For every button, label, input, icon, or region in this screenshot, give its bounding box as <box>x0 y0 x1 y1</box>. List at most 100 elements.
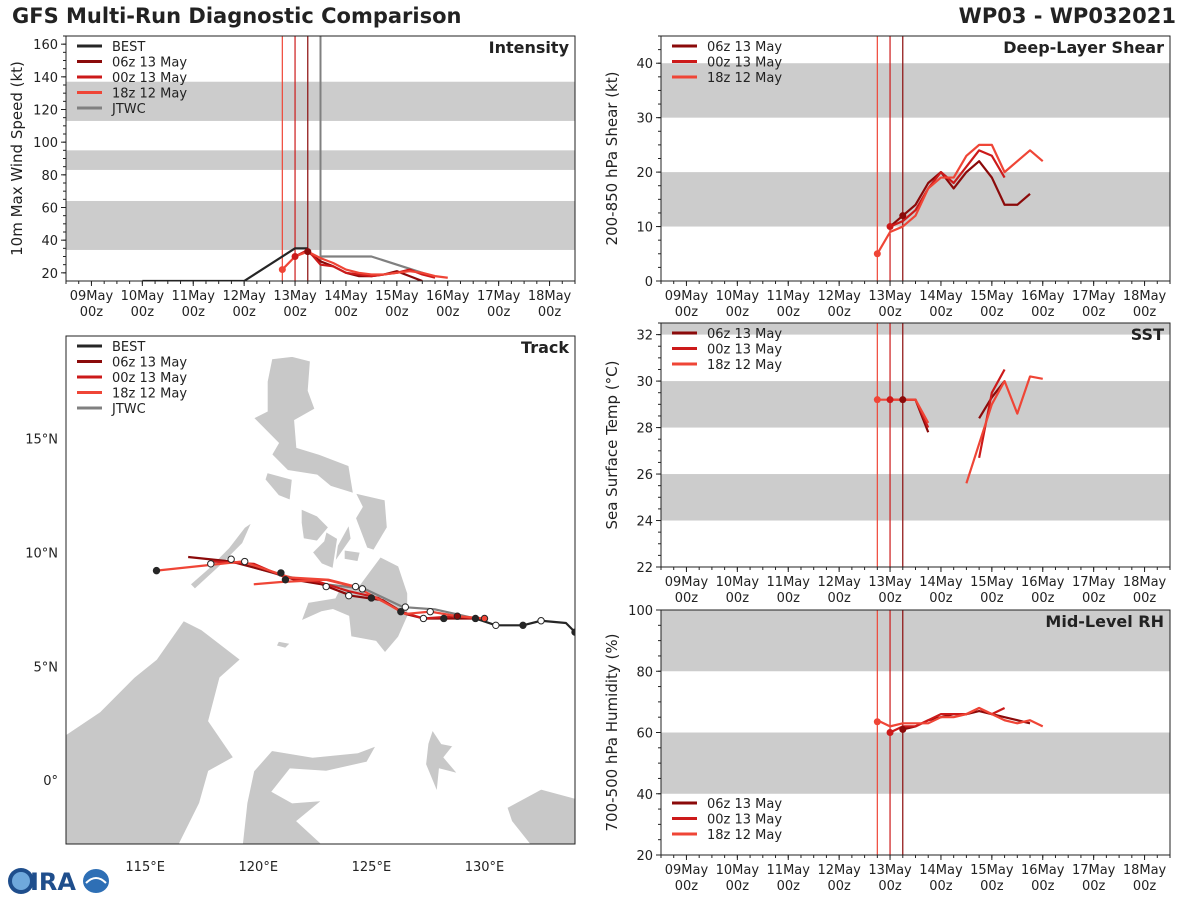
shear-init-marker <box>886 223 894 231</box>
panay-land <box>300 508 329 542</box>
sst-xtick-day: 13May <box>868 575 912 590</box>
sst-series-line <box>978 368 1006 458</box>
intensity-xtick-hour: 00z <box>182 305 206 320</box>
intensity-ytick-label: 100 <box>33 136 58 151</box>
intensity-xtick-day: 10May <box>121 289 165 304</box>
rh-ytick-label: 80 <box>636 665 653 680</box>
intensity-ytick-label: 40 <box>41 234 58 249</box>
shear-xtick-day: 12May <box>817 289 861 304</box>
shear-xtick-hour: 00z <box>777 305 801 320</box>
track-point <box>480 614 489 623</box>
sst-xtick-day: 12May <box>817 575 861 590</box>
sst-ytick-label: 26 <box>636 468 653 483</box>
shear-xtick-day: 17May <box>1072 289 1116 304</box>
sst-xtick-hour: 00z <box>726 591 750 606</box>
shear-ytick-label: 40 <box>636 57 653 72</box>
cebu-land <box>334 523 352 562</box>
shear-xtick-day: 15May <box>970 289 1014 304</box>
intensity-init-marker <box>291 253 299 260</box>
intensity-plot-area <box>66 36 575 281</box>
track-point <box>537 617 545 625</box>
rh-series-line <box>876 706 1044 728</box>
intensity-legend-label: JTWC <box>111 102 146 117</box>
bohol-land <box>343 549 361 562</box>
sst-xtick-hour: 00z <box>675 591 699 606</box>
shear-xtick-day: 09May <box>665 289 709 304</box>
track-point <box>322 582 330 591</box>
borneo-land <box>66 620 241 844</box>
track-xtick-label: 125°E <box>352 860 392 875</box>
track-point <box>281 576 290 584</box>
sst-xtick-day: 14May <box>919 575 963 590</box>
rh-xtick-day: 11May <box>767 863 811 878</box>
track-series-line <box>156 560 485 620</box>
shear-xtick-hour: 00z <box>675 305 699 320</box>
sulawesi-land <box>242 745 377 844</box>
rh-xtick-day: 18May <box>1123 863 1167 878</box>
shear-init-marker <box>899 212 907 220</box>
rh-ylabel: 700-500 hPa Humidity (%) <box>603 633 621 831</box>
shear-ytick-label: 10 <box>636 221 653 236</box>
palawan-land <box>189 521 253 590</box>
intensity-xtick-hour: 00z <box>283 305 307 320</box>
intensity-xtick-day: 11May <box>172 289 216 304</box>
sst-xtick-hour: 00z <box>777 591 801 606</box>
halmahera-land <box>425 729 459 792</box>
rh-xtick-day: 12May <box>817 863 861 878</box>
sst-xtick-hour: 00z <box>1082 591 1106 606</box>
shear-xtick-hour: 00z <box>878 305 902 320</box>
shear-series-line <box>889 160 1031 228</box>
sst-ytick-label: 28 <box>636 422 653 437</box>
intensity-xtick-day: 18May <box>528 289 572 304</box>
sst-legend-label: 06z 13 May <box>707 327 782 342</box>
rh-xtick-hour: 00z <box>726 879 750 894</box>
rh-xtick-hour: 00z <box>777 879 801 894</box>
intensity-xtick-day: 16May <box>426 289 470 304</box>
intensity-xtick-day: 12May <box>222 289 266 304</box>
negros-land <box>312 531 338 569</box>
shear-legend-label: 00z 13 May <box>707 56 782 71</box>
intensity-ylabel: 10m Max Wind Speed (kt) <box>8 61 26 256</box>
sst-xtick-hour: 00z <box>878 591 902 606</box>
track-legend-label: 18z 12 May <box>112 387 187 402</box>
intensity-xtick-hour: 00z <box>232 305 256 320</box>
intensity-ytick-label: 120 <box>33 104 58 119</box>
track-point <box>419 614 428 623</box>
sst-xtick-day: 15May <box>970 575 1014 590</box>
intensity-xtick-day: 14May <box>324 289 368 304</box>
page-title: GFS Multi-Run Diagnostic Comparison <box>12 4 462 28</box>
sst-legend-label: 18z 12 May <box>707 358 782 373</box>
track-point <box>351 582 360 591</box>
shear-title: Deep-Layer Shear <box>1003 38 1164 57</box>
track-map-area <box>66 356 575 844</box>
rh-xtick-hour: 00z <box>1082 879 1106 894</box>
intensity-title: Intensity <box>489 38 570 57</box>
shear-ylabel: 200-850 hPa Shear (kt) <box>603 72 621 246</box>
track-point <box>519 621 527 630</box>
track-frame <box>65 335 576 845</box>
sst-xtick-hour: 00z <box>980 591 1004 606</box>
intensity-legend-label: BEST <box>112 40 145 55</box>
sst-band <box>661 323 1170 335</box>
intensity-ytick-label: 20 <box>41 267 58 282</box>
shear-xtick-hour: 00z <box>827 305 851 320</box>
sst-plot-area <box>661 323 1170 567</box>
sst-init-marker <box>873 396 881 404</box>
samar-leyte-land <box>354 492 388 551</box>
rh-legend-label: 06z 13 May <box>707 797 782 812</box>
sst-xtick-day: 17May <box>1072 575 1116 590</box>
shear-xtick-day: 18May <box>1123 289 1167 304</box>
shear-series-line <box>876 143 1044 255</box>
sst-init-marker <box>886 396 894 404</box>
rh-xtick-hour: 00z <box>980 879 1004 894</box>
rh-init-marker <box>886 729 894 736</box>
shear-xtick-day: 16May <box>1021 289 1065 304</box>
sst-xtick-day: 11May <box>767 575 811 590</box>
intensity-ytick-label: 140 <box>33 71 58 86</box>
cira-logo: IRA <box>6 866 116 900</box>
intensity-legend-label: 00z 13 May <box>112 71 187 86</box>
rh-xtick-hour: 00z <box>1133 879 1157 894</box>
track-point <box>358 585 367 593</box>
sst-ytick-label: 24 <box>636 515 653 530</box>
rh-xtick-day: 13May <box>868 863 912 878</box>
